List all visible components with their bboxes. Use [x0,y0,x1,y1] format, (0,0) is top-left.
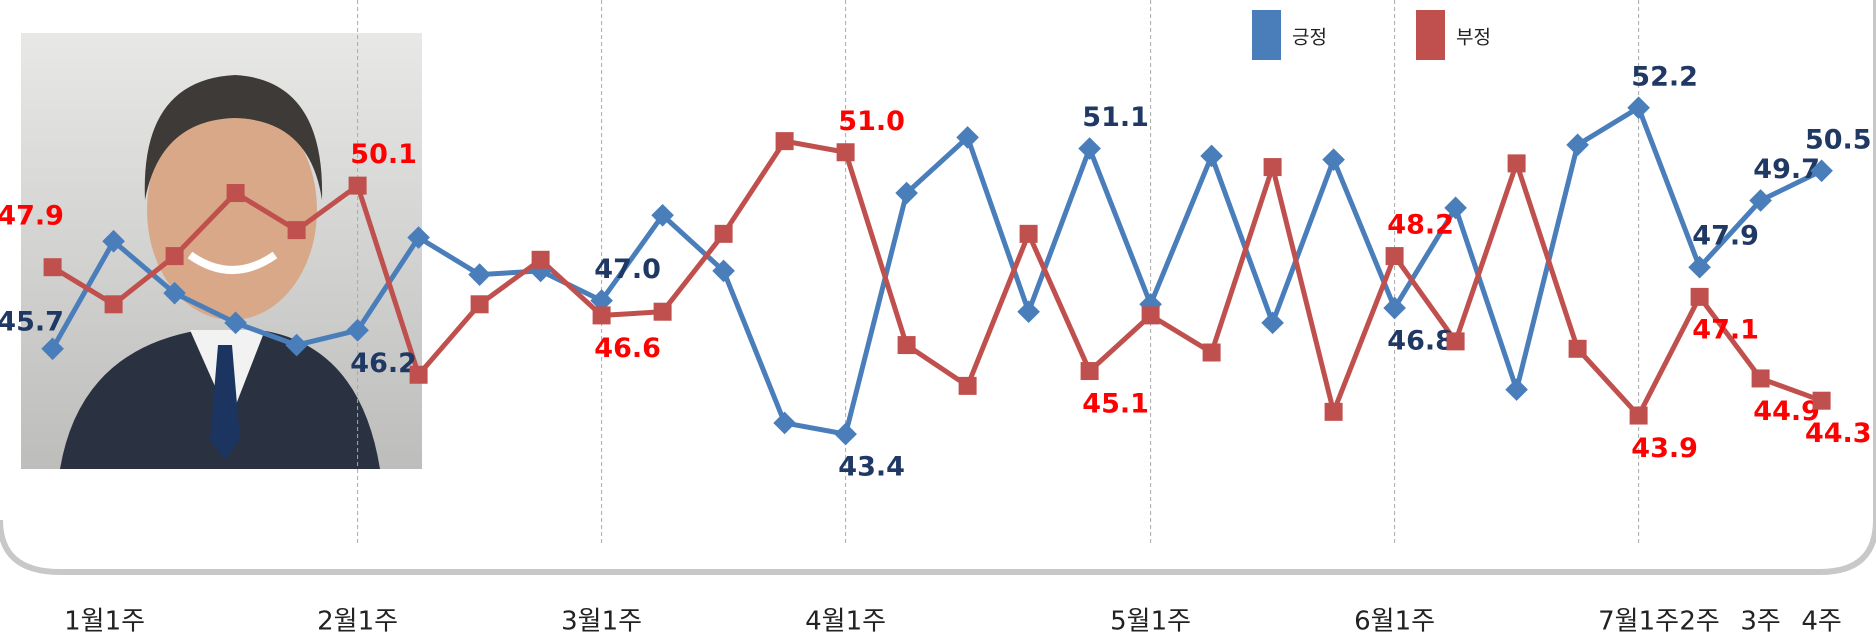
x-tick-label: 7월1주 [1598,607,1679,637]
marker [1017,300,1040,324]
marker [590,289,613,312]
panel-frame [0,0,1876,575]
data-label: 45.7 [0,306,64,337]
marker [1141,306,1160,325]
marker [346,318,369,342]
marker [773,411,796,435]
marker [1019,224,1038,243]
marker [1263,158,1282,177]
marker [653,302,672,321]
x-tick-label: 4주 [1801,607,1841,637]
marker [1322,148,1345,171]
legend-label: 긍정 [1292,27,1327,49]
data-label: 46.2 [350,348,417,379]
data-label: 43.4 [838,452,905,483]
marker [285,333,308,357]
marker [1078,137,1101,160]
legend-swatch [1416,10,1445,60]
data-label: 44.9 [1753,396,1820,427]
data-label: 47.0 [594,254,661,285]
marker [592,306,611,325]
marker [1751,369,1770,388]
data-label: 49.7 [1753,154,1820,185]
data-label: 46.8 [1387,326,1454,357]
marker [775,132,794,151]
data-label: 52.2 [1631,61,1698,92]
marker [1566,133,1589,157]
x-tick-label: 2주 [1679,607,1719,637]
marker [409,365,428,384]
photo [21,33,422,469]
marker [226,184,245,203]
marker [1261,311,1284,335]
x-tick-label: 1월1주 [64,607,145,637]
marker [1383,296,1406,320]
data-label: 46.6 [594,333,661,364]
x-tick-label: 6월1주 [1354,607,1435,637]
marker [1446,332,1465,351]
data-label: 47.1 [1692,314,1759,345]
legend-swatch [1252,10,1281,60]
marker [1627,96,1650,120]
legend-label: 부정 [1456,27,1491,49]
marker [531,250,550,269]
marker [714,224,733,243]
marker [468,263,491,286]
marker [165,247,184,266]
marker [1385,247,1404,266]
marker [1690,287,1709,306]
marker [470,295,489,314]
marker [1568,339,1587,358]
marker [836,143,855,162]
marker [43,258,62,277]
marker [1507,154,1526,173]
data-label: 43.9 [1631,433,1698,464]
x-tick-label: 3월1주 [561,607,642,637]
data-label: 45.1 [1082,389,1149,420]
series-line [50,104,1823,437]
x-tick-label: 4월1주 [805,607,886,637]
marker [1812,391,1831,410]
marker [1688,255,1711,279]
series-line [51,138,1823,421]
data-label: 51.1 [1082,102,1149,133]
x-tick-label: 5월1주 [1110,607,1191,637]
data-label: 47.9 [1692,221,1759,252]
data-label: 50.5 [1805,124,1872,155]
marker [1629,406,1648,425]
x-tick-label: 2월1주 [317,607,398,637]
marker [102,229,125,253]
data-label: 47.9 [0,201,64,232]
marker [287,221,306,240]
marker [834,422,857,446]
x-tick-label: 3주 [1740,607,1780,637]
marker [958,376,977,395]
data-label: 51.0 [838,106,905,137]
marker [348,176,367,195]
marker [1505,378,1528,401]
marker [1200,144,1223,168]
marker [897,336,916,355]
data-label: 48.2 [1387,210,1454,241]
data-label: 44.3 [1805,418,1872,449]
marker [712,259,735,283]
marker [1202,343,1221,362]
marker [1080,362,1099,381]
data-label: 50.1 [350,139,417,170]
marker [1324,402,1343,421]
marker [104,295,123,314]
